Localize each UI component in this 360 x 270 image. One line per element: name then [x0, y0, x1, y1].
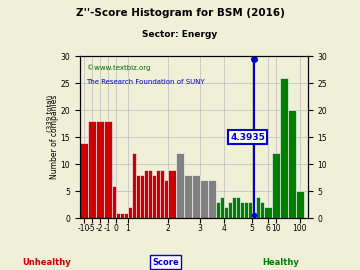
Bar — [120, 213, 124, 218]
Bar — [192, 175, 199, 218]
Bar — [220, 197, 224, 218]
Bar — [80, 143, 88, 218]
Bar — [199, 180, 208, 218]
Text: Score: Score — [152, 258, 179, 266]
Bar — [156, 170, 159, 218]
Bar — [244, 202, 248, 218]
Bar — [140, 175, 144, 218]
Bar — [104, 121, 112, 218]
Bar — [164, 180, 168, 218]
Bar — [224, 207, 228, 218]
Bar — [260, 202, 264, 218]
Bar — [112, 186, 116, 218]
Bar — [116, 213, 120, 218]
Bar — [88, 121, 96, 218]
Text: ©www.textbiz.org: ©www.textbiz.org — [86, 64, 150, 71]
Bar — [148, 170, 152, 218]
Bar — [208, 180, 216, 218]
Bar — [132, 153, 136, 218]
Bar — [152, 175, 156, 218]
Text: Unhealthy: Unhealthy — [22, 258, 71, 266]
Bar — [136, 175, 140, 218]
Text: The Research Foundation of SUNY: The Research Foundation of SUNY — [86, 79, 205, 85]
Text: (339 total): (339 total) — [47, 94, 53, 131]
Bar — [271, 153, 280, 218]
Bar — [184, 175, 192, 218]
Bar — [168, 170, 176, 218]
Bar — [296, 191, 303, 218]
Bar — [159, 170, 164, 218]
Bar — [228, 202, 231, 218]
Bar — [248, 202, 252, 218]
Bar — [264, 207, 271, 218]
Bar — [216, 202, 220, 218]
Text: Healthy: Healthy — [262, 258, 299, 266]
Bar — [124, 213, 128, 218]
Text: 4.3935: 4.3935 — [230, 133, 265, 142]
Bar — [128, 207, 132, 218]
Bar — [252, 213, 256, 218]
Bar — [235, 197, 240, 218]
Text: Sector: Energy: Sector: Energy — [142, 30, 218, 39]
Bar — [288, 110, 296, 218]
Bar — [280, 78, 288, 218]
Text: Z''-Score Histogram for BSM (2016): Z''-Score Histogram for BSM (2016) — [76, 8, 284, 18]
Y-axis label: Number of companies: Number of companies — [50, 95, 59, 179]
Bar — [96, 121, 104, 218]
Bar — [256, 197, 260, 218]
Bar — [231, 197, 235, 218]
Bar — [240, 202, 244, 218]
Bar — [144, 170, 148, 218]
Bar — [176, 153, 184, 218]
